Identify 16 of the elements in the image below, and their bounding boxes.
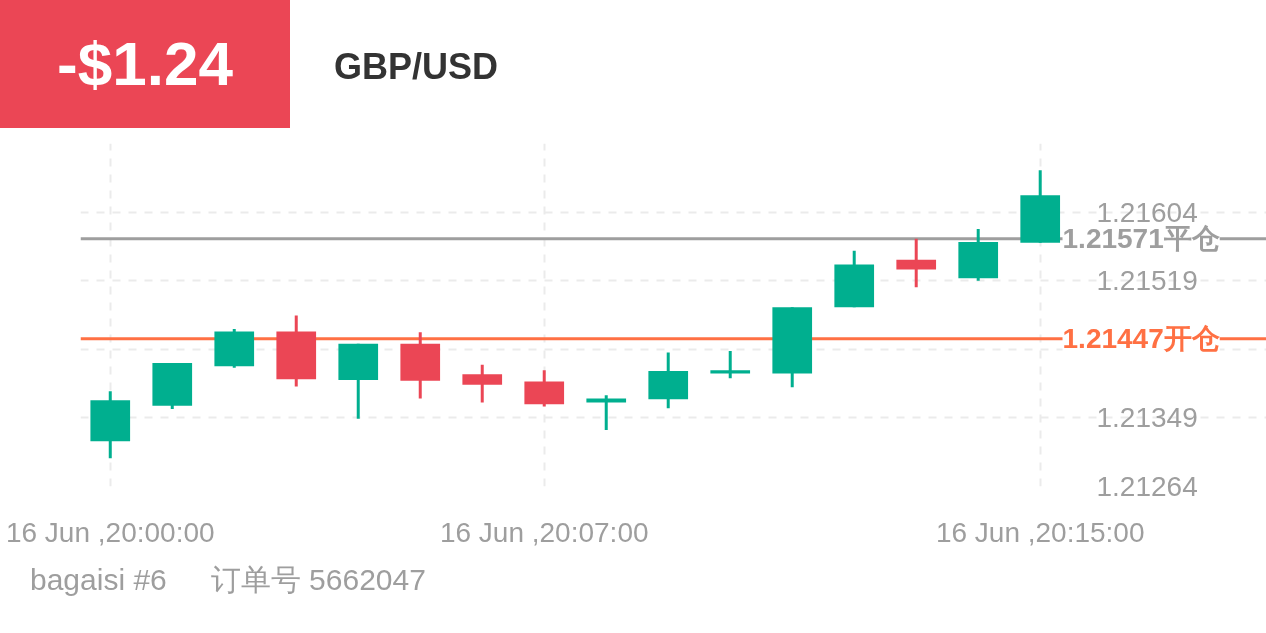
text: 订单号 5662047 (210, 563, 426, 596)
x-tick-label: 16 Jun ,20:00:00 (5, 516, 215, 548)
candlestick (710, 350, 751, 379)
x-tick-label: 16 Jun ,20:15:00 (935, 516, 1145, 548)
y-tick-label: 1.21264 (1096, 471, 1198, 502)
chart-title: -$1.24 (0, 0, 290, 128)
ref-line-label: 1.21571平仓 (1062, 223, 1220, 255)
text: bagaisi #6 (30, 563, 167, 596)
candlestick (462, 364, 503, 403)
y-tick-label: 1.21349 (1096, 402, 1198, 434)
chart-subtitle: GBP/USD (334, 45, 499, 89)
ref-line-label: 1.21447开仓 (1062, 323, 1220, 355)
candlestick (896, 238, 937, 289)
x-tick-label: 16 Jun ,20:07:00 (439, 516, 649, 548)
y-tick-label: 1.21519 (1096, 265, 1198, 297)
candlestick (586, 395, 627, 431)
